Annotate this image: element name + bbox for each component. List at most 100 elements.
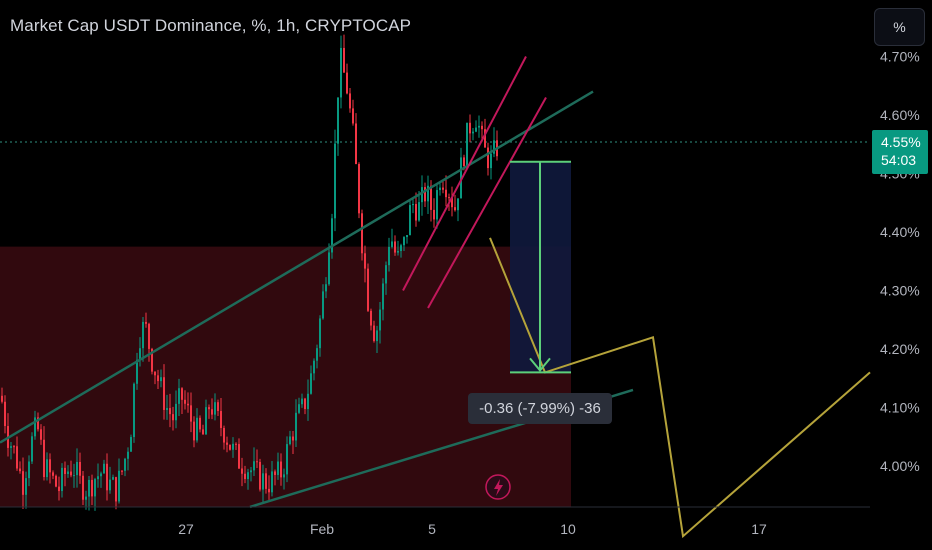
candle-body: [265, 473, 267, 489]
candle-body: [349, 93, 351, 109]
candle-body: [25, 478, 27, 495]
candle-body: [355, 123, 357, 165]
x-tick-label: 27: [178, 521, 194, 537]
candle-body: [109, 479, 111, 491]
chart-title: Market Cap USDT Dominance, %, 1h, CRYPTO…: [10, 16, 412, 35]
y-tick-label: 4.00%: [880, 458, 920, 474]
current-price-badge: 4.55% 54:03: [872, 130, 928, 174]
x-tick-label: 5: [428, 521, 436, 537]
candle-body: [235, 443, 237, 445]
candle-body: [55, 475, 57, 487]
candle-body: [64, 467, 66, 474]
candle-body: [175, 403, 177, 421]
candle-body: [82, 475, 84, 500]
candle-body: [139, 348, 141, 360]
candle-body: [118, 470, 120, 502]
candle-body: [169, 408, 171, 415]
candle-body: [211, 409, 213, 415]
candle-body: [181, 388, 183, 400]
candle-body: [52, 472, 54, 476]
x-tick-label: 10: [560, 521, 576, 537]
candle-body: [145, 321, 147, 324]
candle-body: [289, 436, 291, 445]
candle-body: [223, 427, 225, 443]
candle-body: [205, 407, 207, 435]
candle-body: [70, 471, 72, 476]
candle-body: [454, 207, 456, 211]
candle-body: [370, 310, 372, 326]
candle-body: [304, 398, 306, 409]
candle-body: [37, 417, 39, 430]
candle-body: [346, 72, 348, 94]
candle-body: [487, 147, 489, 169]
candle-body: [43, 439, 45, 478]
candle-body: [49, 459, 51, 473]
candle-body: [337, 97, 339, 144]
measurement-label: -0.36 (-7.99%) -36: [468, 393, 612, 424]
candle-body: [136, 359, 138, 384]
candle-body: [160, 377, 162, 382]
candle-body: [241, 468, 243, 474]
measure-arrow-head: [529, 357, 551, 372]
candle-body: [100, 473, 102, 477]
candle-body: [361, 213, 363, 254]
candle-body: [184, 399, 186, 404]
candle-body: [103, 463, 105, 474]
candle-body: [19, 468, 21, 472]
y-tick-label: 4.20%: [880, 341, 920, 357]
candle-body: [217, 402, 219, 412]
wedge-line-upper: [402, 56, 527, 291]
y-tick-label: 4.70%: [880, 49, 920, 65]
percent-scale-button[interactable]: %: [874, 8, 925, 46]
candle-body: [391, 241, 393, 247]
candle-body: [403, 237, 405, 246]
candle-body: [127, 451, 129, 459]
candle-body: [280, 461, 282, 478]
candle-body: [73, 475, 75, 477]
candle-body: [301, 398, 303, 405]
candle-body: [436, 190, 438, 220]
candle-body: [481, 125, 483, 130]
candle-body: [268, 488, 270, 493]
candle-body: [388, 246, 390, 266]
candle-body: [445, 189, 447, 198]
candle-body: [409, 205, 411, 236]
candle-body: [61, 467, 63, 492]
candle-body: [328, 252, 330, 285]
candle-body: [292, 436, 294, 441]
candle-body: [442, 187, 444, 190]
candle-body: [412, 204, 414, 206]
trend-line-upper: [0, 90, 594, 444]
candle-body: [493, 140, 495, 154]
candle-body: [277, 461, 279, 475]
candle-body: [226, 442, 228, 445]
candle-body: [10, 446, 12, 448]
candle-body: [469, 122, 471, 134]
candle-body: [172, 414, 174, 421]
candle-body: [196, 417, 198, 441]
candle-body: [4, 401, 6, 427]
candle-body: [232, 443, 234, 450]
candle-body: [199, 417, 201, 430]
candle-body: [97, 476, 99, 480]
candle-body: [157, 375, 159, 382]
candle-body: [421, 187, 423, 203]
candle-body: [259, 461, 261, 490]
candle-body: [31, 436, 33, 462]
candle-body: [13, 446, 15, 448]
candle-body: [247, 472, 249, 480]
candle-body: [385, 265, 387, 284]
candle-body: [283, 474, 285, 478]
candle-body: [322, 291, 324, 319]
candle-body: [121, 470, 123, 472]
candle-body: [16, 446, 18, 469]
candle-body: [472, 131, 474, 134]
lightning-icon[interactable]: [485, 474, 511, 500]
candle-body: [397, 251, 399, 253]
candle-body: [466, 122, 468, 167]
candle-body: [91, 479, 93, 497]
candle-body: [460, 157, 462, 199]
candle-body: [352, 108, 354, 124]
x-tick-label: 17: [751, 521, 767, 537]
